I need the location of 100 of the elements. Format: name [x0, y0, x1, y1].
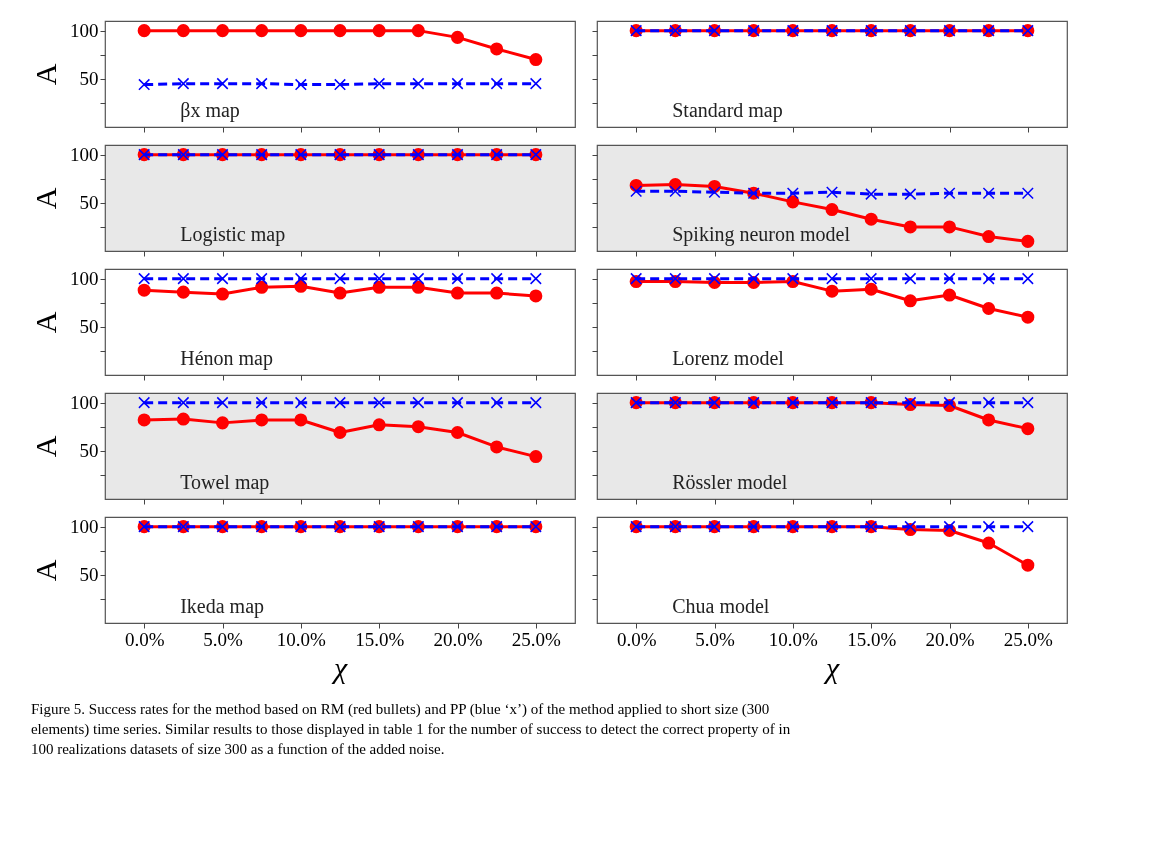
y-axis-title: A: [29, 311, 62, 334]
point: [177, 396, 190, 409]
x-tick-label: 5.0%: [695, 628, 735, 650]
point: [372, 280, 386, 294]
point: [529, 53, 543, 67]
point: [333, 426, 347, 440]
point: [490, 440, 504, 454]
y-tick-label: 50: [79, 564, 99, 586]
x-axis-title: χ: [822, 650, 840, 684]
point: [334, 272, 346, 285]
point: [138, 272, 151, 285]
point: [137, 24, 151, 38]
point: [1021, 272, 1034, 285]
text: Rössler model: [672, 471, 788, 493]
x-tick-label: 5.0%: [203, 628, 243, 650]
point: [333, 286, 347, 300]
point: [864, 282, 878, 296]
point: [255, 396, 268, 409]
point: [1021, 422, 1035, 436]
point: [450, 286, 465, 300]
point: [411, 420, 425, 434]
point: [490, 396, 503, 409]
point: [1021, 520, 1034, 533]
point: [943, 272, 956, 285]
point: [215, 287, 230, 301]
point: [451, 77, 464, 90]
point: [412, 396, 425, 409]
point: [216, 77, 229, 90]
point: [255, 24, 269, 38]
text: βx map: [180, 99, 240, 122]
x-tick-label: 25.0%: [1003, 628, 1054, 650]
y-tick-label: 50: [79, 440, 99, 462]
y-tick-label: 100: [70, 20, 99, 42]
point: [529, 77, 542, 90]
x-tick-label: 0.0%: [124, 628, 165, 650]
point: [826, 186, 838, 199]
caption: Figure 5. Success rates for the method based on RM (red bullets) and PP (blue ‘x’) of the method applied to short size (300 elements) time series. Similar results to those displayed in table 1 for the number of success to detect the correct property of in 100 realizations datasets of size 300 as a function of the added noise.: [30, 700, 791, 757]
text: Lorenz model: [672, 347, 785, 369]
point: [373, 396, 386, 409]
point: [372, 24, 386, 38]
y-tick-label: 100: [70, 392, 99, 414]
point: [294, 396, 307, 409]
point: [708, 186, 721, 199]
point: [865, 272, 878, 285]
y-tick-label: 50: [79, 68, 99, 90]
point: [294, 413, 308, 427]
point: [255, 77, 268, 90]
point: [177, 272, 190, 285]
text: Spiking neuron model: [672, 223, 851, 246]
point: [864, 212, 878, 226]
point: [450, 30, 465, 44]
point: [176, 24, 190, 38]
point: [943, 396, 956, 409]
point: [373, 272, 386, 285]
point: [490, 42, 504, 56]
point: [630, 272, 643, 285]
point: [786, 195, 800, 209]
point: [294, 24, 308, 38]
point: [490, 272, 503, 285]
point: [1021, 310, 1035, 324]
point: [982, 536, 996, 550]
x-tick-label: 10.0%: [276, 628, 327, 650]
point: [708, 272, 721, 285]
point: [747, 272, 760, 285]
point: [411, 24, 425, 38]
text: Chua model: [672, 595, 770, 617]
y-axis-title: A: [29, 559, 62, 582]
point: [669, 272, 682, 285]
y-tick-label: 100: [70, 144, 99, 166]
y-axis-title: A: [29, 63, 62, 86]
point: [943, 187, 956, 200]
point: [669, 185, 682, 198]
point: [412, 272, 425, 285]
point: [138, 78, 151, 91]
x-tick-label: 20.0%: [925, 628, 975, 650]
point: [216, 396, 229, 409]
point: [529, 396, 542, 409]
point: [255, 280, 269, 294]
point: [451, 396, 464, 409]
point: [982, 187, 995, 200]
point: [942, 220, 957, 234]
point: [529, 289, 543, 303]
point: [529, 272, 542, 285]
point: [216, 272, 229, 285]
point: [255, 413, 269, 427]
point: [1021, 234, 1035, 248]
point: [294, 78, 307, 91]
y-tick-label: 50: [79, 316, 99, 338]
point: [412, 77, 425, 90]
x-axis-title: χ: [330, 650, 348, 684]
x-tick-label: 0.0%: [616, 628, 657, 650]
point: [177, 77, 190, 90]
x-tick-label: 15.0%: [847, 628, 897, 650]
point: [943, 520, 956, 533]
point: [825, 203, 839, 217]
text: Standard map: [672, 99, 783, 122]
point: [137, 283, 151, 297]
text: Logistic map: [180, 223, 286, 246]
point: [982, 272, 995, 285]
point: [451, 272, 464, 285]
